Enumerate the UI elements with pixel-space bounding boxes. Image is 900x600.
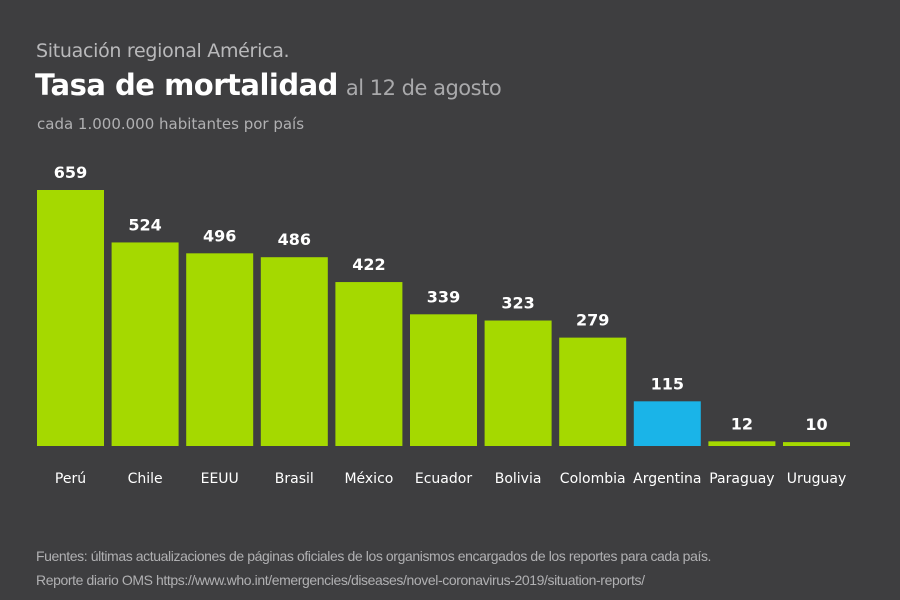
chart-supertitle: Situación regional América. [36, 40, 290, 62]
category-label: Uruguay [787, 471, 847, 487]
category-label: Perú [55, 471, 86, 487]
data-label: 339 [427, 287, 460, 306]
bar-ecuador [410, 314, 477, 446]
bar-argentina [633, 401, 701, 446]
chart-title: Tasa de mortalidad al 12 de agosto [35, 68, 502, 102]
category-label: Argentina [633, 471, 701, 487]
footer-who-report: Reporte diario OMS https://www.who.int/e… [36, 572, 645, 588]
category-label: Paraguay [709, 471, 774, 487]
category-label: Bolivia [495, 471, 542, 487]
bar-paraguay [708, 441, 776, 446]
bar-chile [111, 242, 179, 446]
bar-colombia [559, 337, 627, 446]
bar-uruguay [783, 442, 850, 446]
data-label: 279 [576, 311, 609, 330]
data-label: 10 [805, 415, 827, 434]
category-label: EEUU [201, 471, 239, 487]
bar-bolivia [484, 320, 552, 446]
chart-title-main: Tasa de mortalidad [35, 68, 338, 102]
data-label: 323 [501, 294, 534, 313]
data-label: 115 [651, 374, 684, 393]
data-label: 524 [128, 215, 161, 234]
data-label: 12 [731, 414, 753, 433]
bar-perú [37, 190, 104, 446]
category-label: México [344, 471, 393, 487]
category-label: Colombia [560, 471, 626, 487]
footer-sources: Fuentes: últimas actualizaciones de pági… [36, 548, 712, 564]
category-label: Chile [128, 471, 163, 487]
bar-brasil [260, 257, 328, 446]
category-label: Ecuador [415, 471, 472, 487]
data-label: 422 [352, 255, 385, 274]
data-label: 486 [278, 230, 311, 249]
bar-méxico [335, 282, 403, 446]
data-label: 496 [203, 226, 236, 245]
category-label: Brasil [275, 471, 314, 487]
chart-title-date: al 12 de agosto [345, 76, 502, 100]
chart-subtitle: cada 1.000.000 habitantes por país [37, 115, 305, 133]
data-label: 659 [54, 163, 87, 182]
bar-eeuu [186, 253, 254, 446]
